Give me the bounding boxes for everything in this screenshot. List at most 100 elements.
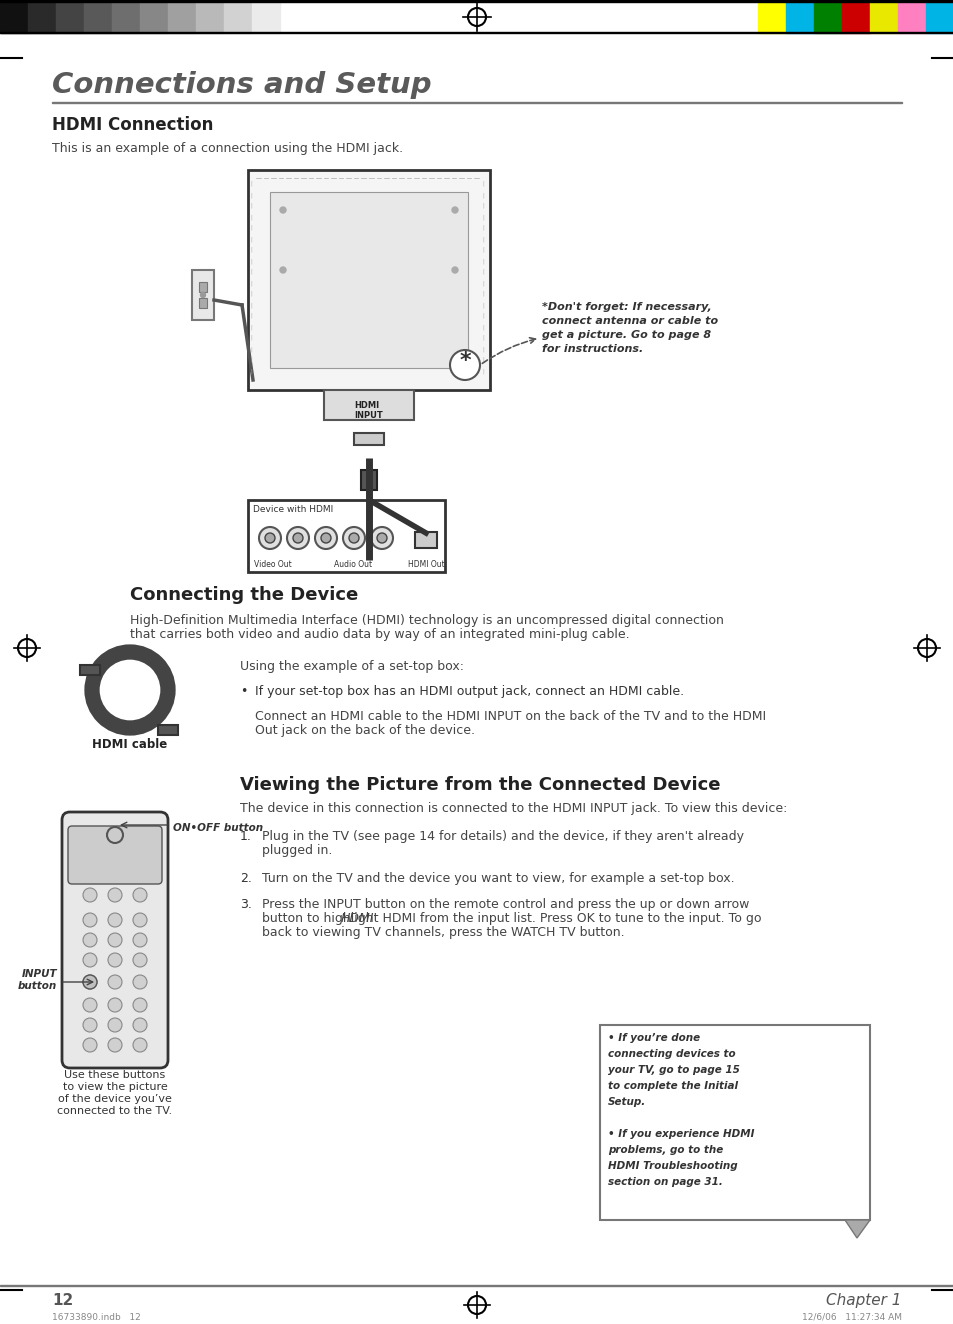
Text: |: | (250, 324, 252, 330)
Bar (56, 0, 84, 33)
Bar (925, 0, 953, 33)
Text: |: | (481, 181, 483, 187)
Circle shape (132, 914, 147, 927)
Text: |: | (481, 312, 483, 319)
Circle shape (108, 974, 122, 989)
FancyBboxPatch shape (62, 812, 168, 1068)
Text: HDMI: HDMI (340, 912, 375, 925)
Text: • If you’re done: • If you’re done (607, 1033, 700, 1043)
Text: HDMI: HDMI (354, 401, 378, 410)
Text: |: | (250, 269, 252, 274)
Text: *: * (458, 351, 471, 371)
Bar (0, 32, 953, 33)
Bar (869, 0, 897, 33)
Text: |: | (250, 225, 252, 230)
Bar (80, 665, 100, 675)
Text: |: | (250, 357, 252, 363)
Text: 2.: 2. (240, 873, 252, 884)
Bar (841, 0, 869, 33)
Circle shape (376, 534, 387, 543)
Circle shape (83, 998, 97, 1012)
Text: connecting devices to: connecting devices to (607, 1049, 735, 1059)
Circle shape (107, 828, 123, 843)
Circle shape (108, 1018, 122, 1031)
Circle shape (450, 350, 479, 380)
Circle shape (265, 534, 274, 543)
Circle shape (83, 933, 97, 947)
Text: HDMI Troubleshooting: HDMI Troubleshooting (607, 1161, 737, 1170)
Text: |: | (481, 258, 483, 263)
Bar (84, 0, 112, 33)
Text: |: | (481, 248, 483, 253)
Circle shape (108, 998, 122, 1012)
Bar (813, 0, 841, 33)
Bar (224, 0, 252, 33)
Circle shape (132, 888, 147, 902)
Circle shape (132, 1018, 147, 1031)
Text: |: | (250, 335, 252, 340)
Text: of the device you’ve: of the device you’ve (58, 1094, 172, 1104)
Text: |: | (481, 192, 483, 197)
Text: Out jack on the back of the device.: Out jack on the back of the device. (254, 724, 475, 737)
Text: Using the example of a set-top box:: Using the example of a set-top box: (240, 659, 463, 673)
Text: problems, go to the: problems, go to the (607, 1145, 722, 1155)
Bar (758, 0, 785, 33)
Text: |: | (481, 214, 483, 220)
Bar (140, 0, 168, 33)
Text: Device with HDMI: Device with HDMI (253, 504, 333, 514)
Text: 1.: 1. (240, 830, 252, 843)
Bar (252, 0, 280, 33)
Text: |: | (250, 236, 252, 241)
Text: |: | (481, 368, 483, 373)
Circle shape (280, 267, 286, 273)
Bar (192, 270, 213, 320)
Text: to view the picture: to view the picture (63, 1082, 167, 1092)
Text: Connections and Setup: Connections and Setup (52, 71, 431, 99)
Text: 3.: 3. (240, 898, 252, 911)
Text: |: | (250, 302, 252, 307)
Text: button: button (18, 981, 57, 990)
Circle shape (108, 1038, 122, 1053)
Circle shape (452, 267, 457, 273)
Bar (158, 726, 178, 735)
Text: back to viewing TV channels, press the WATCH TV button.: back to viewing TV channels, press the W… (262, 925, 624, 939)
Circle shape (287, 527, 309, 549)
Circle shape (108, 953, 122, 967)
Text: |: | (481, 279, 483, 286)
Bar (354, 433, 384, 445)
Circle shape (83, 974, 97, 989)
Text: |: | (250, 248, 252, 253)
Text: |: | (250, 346, 252, 351)
Text: INPUT: INPUT (21, 969, 57, 978)
Text: |: | (250, 192, 252, 197)
Circle shape (132, 998, 147, 1012)
Circle shape (371, 527, 393, 549)
Circle shape (132, 953, 147, 967)
Circle shape (200, 293, 205, 298)
Circle shape (83, 953, 97, 967)
Text: |: | (481, 335, 483, 340)
Text: get a picture. Go to page 8: get a picture. Go to page 8 (541, 330, 710, 340)
Text: |: | (481, 324, 483, 330)
Bar (415, 532, 436, 548)
Bar (324, 391, 414, 420)
Circle shape (108, 888, 122, 902)
Text: Use these buttons: Use these buttons (64, 1070, 166, 1080)
Text: Audio Out: Audio Out (334, 560, 372, 569)
Circle shape (132, 974, 147, 989)
Text: Connecting the Device: Connecting the Device (130, 587, 358, 604)
Circle shape (132, 1038, 147, 1053)
Circle shape (108, 914, 122, 927)
Circle shape (83, 1018, 97, 1031)
Text: section on page 31.: section on page 31. (607, 1177, 722, 1188)
Text: HDMI Out: HDMI Out (407, 560, 444, 569)
Bar (52, 102, 901, 103)
Circle shape (132, 933, 147, 947)
Bar (0, 0, 28, 33)
Bar (785, 0, 813, 33)
Circle shape (83, 914, 97, 927)
Text: HDMI Connection: HDMI Connection (52, 117, 213, 134)
Bar (270, 192, 468, 368)
Bar (195, 0, 224, 33)
Bar (0, 0, 953, 3)
